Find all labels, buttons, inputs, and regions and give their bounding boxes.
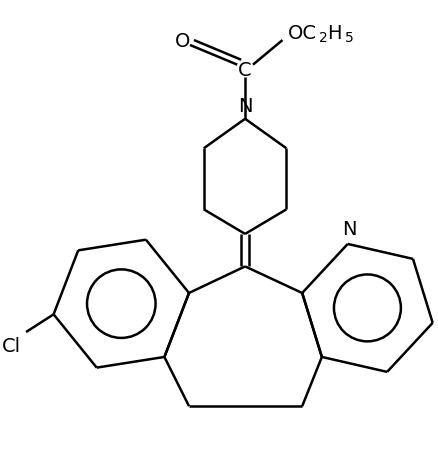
Text: 5: 5 <box>345 31 353 45</box>
Text: H: H <box>327 23 341 43</box>
Text: N: N <box>238 97 252 116</box>
Text: 2: 2 <box>319 31 328 45</box>
Text: Cl: Cl <box>2 336 21 355</box>
Text: C: C <box>238 61 252 80</box>
Text: OC: OC <box>287 23 316 43</box>
Text: N: N <box>343 219 357 239</box>
Text: O: O <box>174 32 190 50</box>
